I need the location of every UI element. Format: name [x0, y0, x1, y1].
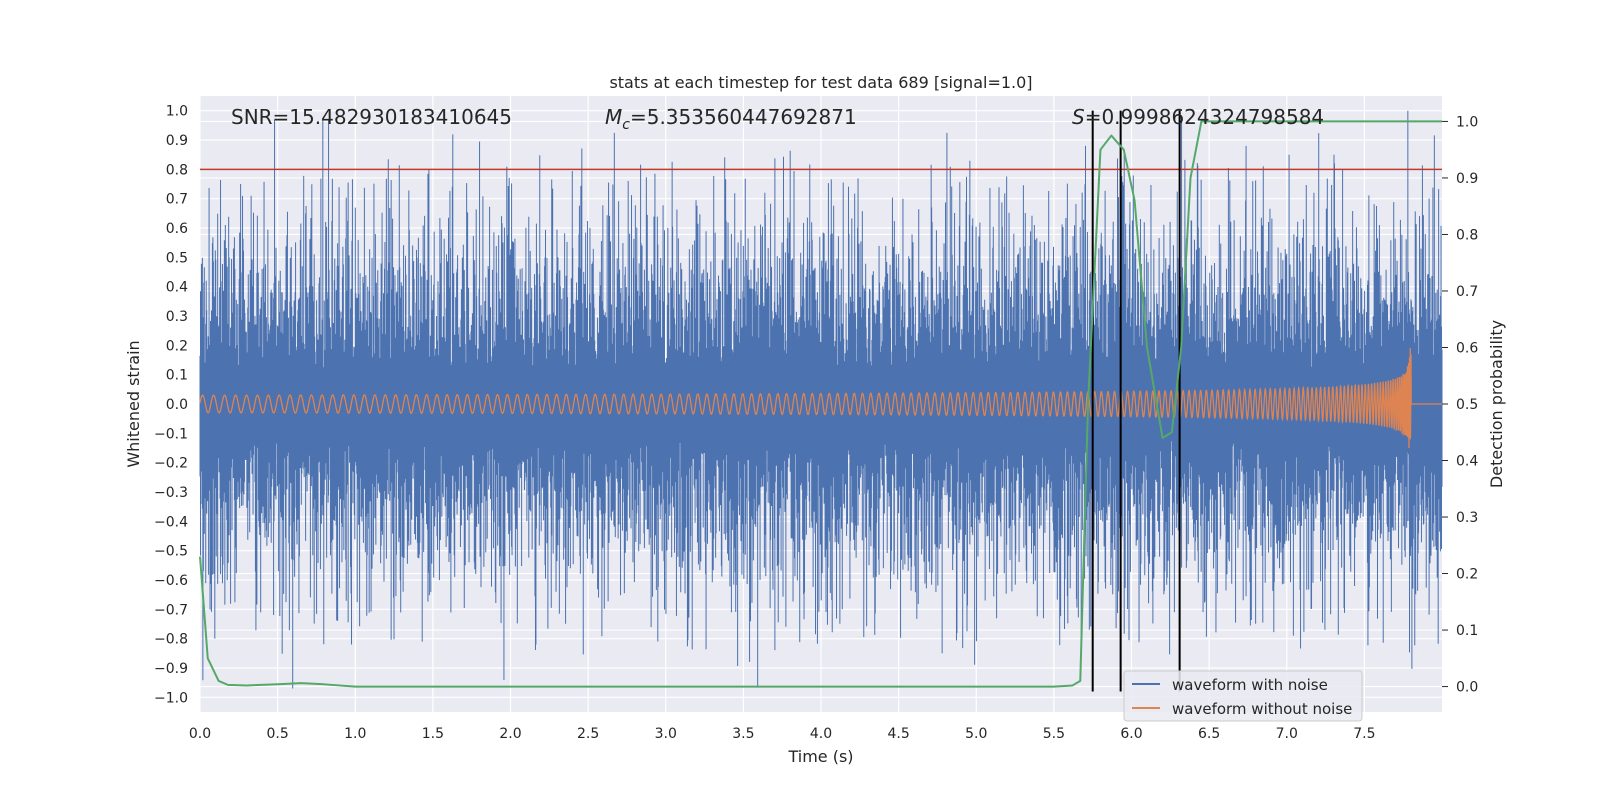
- y-tick-label: −0.1: [154, 426, 188, 442]
- series-clean-waveform: [199, 347, 1442, 449]
- snr-annotation: SNR=15.482930183410645: [231, 105, 512, 129]
- y-tick-label: 0.1: [166, 368, 188, 384]
- y2-tick-label: 0.7: [1456, 284, 1478, 300]
- x-tick-label: 7.5: [1353, 726, 1375, 742]
- y2-tick-label: 0.1: [1456, 623, 1478, 639]
- y-tick-label: 1.0: [166, 104, 188, 120]
- series-layer: [199, 110, 1443, 689]
- y-tick-label: −0.9: [154, 661, 188, 677]
- x-tick-label: 7.0: [1276, 726, 1298, 742]
- x-tick-label: 2.5: [577, 726, 599, 742]
- x-tick-label: 5.5: [1043, 726, 1065, 742]
- y2-axis-label: Detection probability: [1487, 320, 1506, 488]
- left-axis: 1.0 0.9 0.8 0.7 0.6 0.5 0.4 0.3 0.2 0.1 0.0 −0.1 −0.…: [154, 104, 188, 707]
- x-tick-label: 0.5: [266, 726, 288, 742]
- x-tick-label: 5.0: [965, 726, 987, 742]
- x-tick-label: 6.5: [1198, 726, 1220, 742]
- y-tick-label: −0.5: [154, 544, 188, 560]
- score-value: =0.9998624324798584: [1085, 105, 1324, 129]
- y-tick-label: −0.2: [154, 456, 188, 472]
- y-tick-label: 0.2: [166, 338, 188, 354]
- y-tick-label: −0.3: [154, 485, 188, 501]
- y-tick-label: −1.0: [154, 690, 188, 706]
- x-tick-label: 4.5: [887, 726, 909, 742]
- x-tick-label: 0.0: [189, 726, 211, 742]
- y2-tick-label: 0.9: [1456, 171, 1478, 187]
- chirp-mass-subscript: c: [622, 117, 630, 133]
- x-tick-label: 6.0: [1120, 726, 1142, 742]
- y2-tick-label: 0.3: [1456, 510, 1478, 526]
- chirp-mass-value: =5.353560447692871: [630, 105, 857, 129]
- y2-tick-label: 0.5: [1456, 397, 1478, 413]
- chirp-mass-annotation: Mc=5.353560447692871: [605, 105, 857, 133]
- y-tick-label: 0.7: [166, 192, 188, 208]
- legend-frame: [1123, 670, 1363, 722]
- y-axis-label: Whitened strain: [124, 340, 143, 467]
- y-tick-label: 0.8: [166, 162, 188, 178]
- y2-tick-label: 0.8: [1456, 227, 1478, 243]
- legend-label-noise: waveform with noise: [1172, 676, 1328, 694]
- y-tick-label: 0.9: [166, 133, 188, 149]
- y-tick-label: −0.4: [154, 514, 188, 530]
- y-tick-label: −0.6: [154, 573, 188, 589]
- x-tick-label: 3.0: [655, 726, 677, 742]
- y-tick-label: 0.5: [166, 250, 188, 266]
- chart-title: stats at each timestep for test data 689…: [609, 73, 1032, 92]
- y-tick-label: −0.8: [154, 632, 188, 648]
- series-detection-probability: [199, 120, 1442, 688]
- y-tick-label: −0.7: [154, 602, 188, 618]
- x-axis-label: Time (s): [787, 747, 853, 766]
- score-annotation: S=0.9998624324798584: [1072, 105, 1324, 129]
- overlay-layer: [199, 110, 1442, 692]
- x-axis: 0.0 0.5 1.0 1.5 2.0 2.5 3.0 3.5 4.0 4.5 5.0 5.5 6.0 6…: [189, 726, 1376, 742]
- x-tick-label: 4.0: [810, 726, 832, 742]
- x-tick-label: 3.5: [732, 726, 754, 742]
- x-tick-label: 1.0: [344, 726, 366, 742]
- y-tick-label: 0.6: [166, 221, 188, 237]
- y-tick-label: 0.3: [166, 309, 188, 325]
- x-tick-label: 1.5: [422, 726, 444, 742]
- chirp-mass-symbol: M: [605, 105, 622, 129]
- right-axis: 1.0 0.9 0.8 0.7 0.6 0.5 0.4 0.3 0.2 0.1 0.0: [1442, 114, 1478, 696]
- y2-tick-label: 0.4: [1456, 454, 1478, 470]
- legend: waveform with noise waveform without noi…: [1123, 670, 1363, 722]
- score-symbol: S: [1072, 105, 1085, 129]
- y2-tick-label: 1.0: [1456, 114, 1478, 130]
- y2-tick-label: 0.2: [1456, 567, 1478, 583]
- x-tick-label: 2.0: [499, 726, 521, 742]
- y-tick-label: 0.4: [166, 280, 188, 296]
- y2-tick-label: 0.0: [1456, 680, 1478, 696]
- legend-label-clean: waveform without noise: [1172, 700, 1352, 718]
- y-tick-label: 0.0: [166, 397, 188, 413]
- y2-tick-label: 0.6: [1456, 340, 1478, 356]
